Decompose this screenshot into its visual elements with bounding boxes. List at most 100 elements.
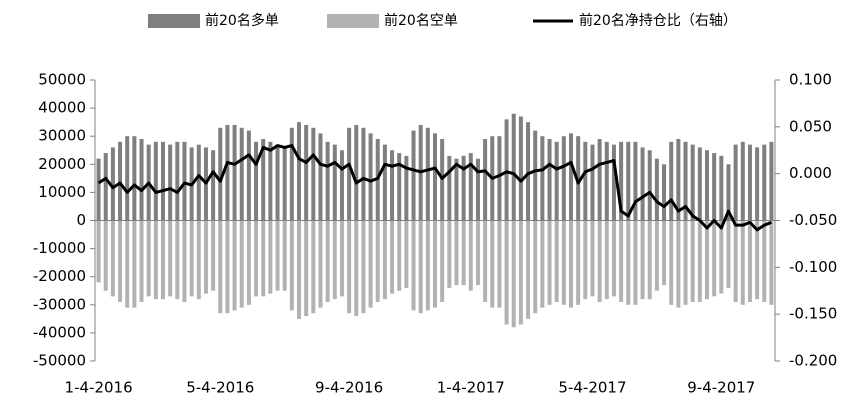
bar: [246, 130, 251, 221]
bar: [282, 147, 287, 221]
bar: [425, 220, 430, 311]
bar: [318, 220, 323, 308]
bar: [611, 220, 616, 297]
y-tick-label: 10000: [38, 183, 86, 201]
bar: [390, 220, 395, 294]
bar: [683, 220, 688, 305]
bar: [604, 220, 609, 300]
bar: [647, 220, 652, 300]
bar: [339, 220, 344, 297]
bar: [518, 116, 523, 221]
bar: [576, 220, 581, 305]
bar: [740, 220, 745, 305]
bar: [361, 127, 366, 221]
bar: [318, 133, 323, 221]
bar: [712, 153, 717, 221]
bar: [769, 220, 774, 305]
bar: [390, 150, 395, 221]
bar: [432, 220, 438, 308]
bar: [103, 153, 108, 221]
bar: [676, 220, 681, 308]
bar: [619, 220, 624, 302]
bar: [125, 136, 130, 221]
bar: [475, 220, 480, 286]
bar: [182, 141, 187, 221]
bar: [296, 122, 302, 221]
bar: [662, 164, 667, 221]
bar: [168, 220, 173, 297]
bar: [540, 136, 545, 221]
bar: [304, 220, 309, 317]
bar: [712, 220, 717, 297]
bar: [747, 144, 752, 221]
bar: [483, 220, 488, 302]
bar: [690, 144, 695, 221]
bar: [311, 220, 316, 314]
bar: [626, 220, 631, 305]
bar: [590, 144, 595, 221]
bar: [490, 220, 495, 308]
y-tick-label: 30000: [38, 127, 86, 145]
bar: [218, 127, 223, 221]
line: [97, 144, 772, 232]
bar: [239, 127, 244, 221]
bar: [382, 144, 387, 221]
bar: [332, 220, 337, 300]
bar: [218, 220, 223, 314]
bar: [440, 220, 445, 302]
bar: [540, 220, 545, 308]
bar: [554, 220, 559, 302]
bar: [526, 122, 531, 221]
y-tick-label: -50000: [33, 352, 86, 370]
bar: [325, 220, 330, 302]
bar: [125, 220, 130, 308]
bar: [175, 220, 180, 300]
bar: [454, 158, 459, 221]
x-tick-label: 5-4-2016: [186, 379, 254, 397]
bar: [654, 158, 659, 221]
bar: [397, 220, 402, 291]
bar: [139, 139, 144, 221]
bar: [633, 220, 638, 305]
bar: [561, 220, 566, 305]
bar: [139, 220, 144, 302]
y-tick-label: -20000: [33, 267, 86, 285]
bar: [339, 150, 344, 221]
bar: [110, 147, 115, 221]
bar: [254, 141, 259, 221]
bar: [211, 220, 216, 291]
y-tick-label: -10000: [33, 239, 86, 257]
bar: [511, 113, 516, 221]
bar: [468, 153, 473, 221]
bar: [590, 220, 595, 297]
y2-tick-label: 0.100: [789, 71, 832, 89]
bar: [619, 141, 624, 221]
bar: [411, 130, 416, 221]
bar: [561, 136, 566, 221]
bar: [762, 144, 767, 221]
bar: [432, 133, 438, 221]
x-tick-label: 1-4-2017: [437, 379, 505, 397]
bar: [662, 220, 667, 286]
bar: [554, 141, 559, 221]
bar: [461, 220, 466, 286]
bar: [611, 144, 616, 221]
bar: [654, 220, 659, 291]
x-tick-label: 1-4-2016: [65, 379, 133, 397]
bar: [311, 127, 316, 221]
bar: [683, 141, 688, 221]
bar: [275, 220, 280, 291]
bar: [153, 220, 158, 300]
y2-tick-label: -0.150: [789, 305, 837, 323]
bar: [354, 124, 359, 221]
y-tick-label: 40000: [38, 99, 86, 117]
bar: [640, 147, 645, 221]
bar: [547, 139, 552, 221]
x-tick-label: 9-4-2017: [687, 379, 755, 397]
bar: [211, 150, 216, 221]
y-tick-label: 0: [76, 211, 86, 229]
bar: [425, 127, 430, 221]
bar: [146, 220, 151, 297]
bar: [497, 136, 502, 221]
bar: [447, 220, 452, 288]
